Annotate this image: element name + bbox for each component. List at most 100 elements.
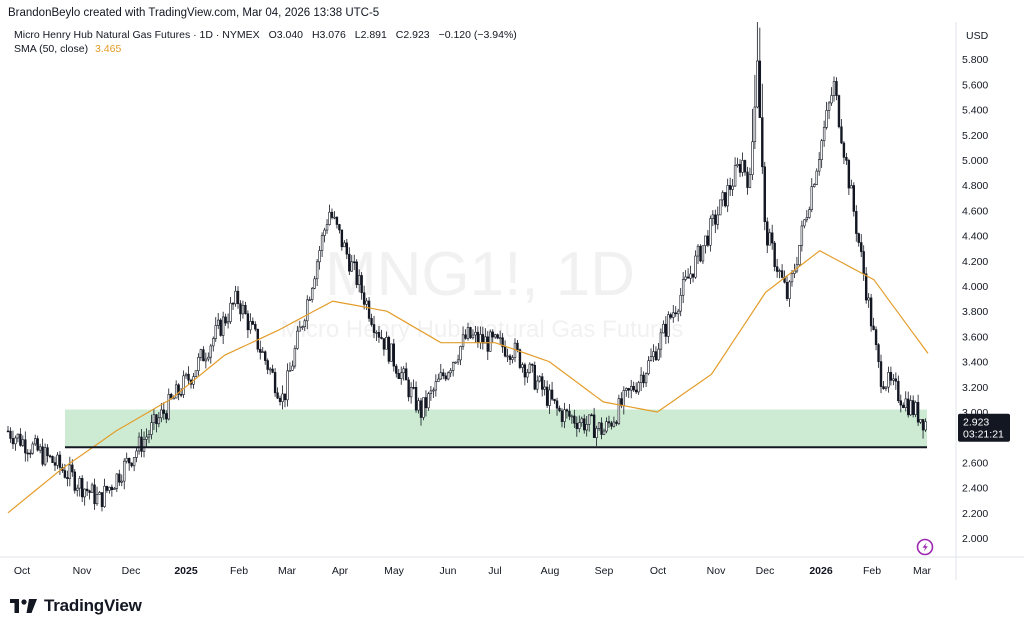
time-tick-label: Dec: [122, 565, 141, 577]
candle-body: [785, 282, 789, 299]
candle: [103, 478, 106, 508]
candle: [345, 238, 349, 260]
candle: [88, 489, 91, 500]
candle-body: [132, 457, 136, 467]
candle: [157, 412, 161, 428]
candle: [348, 247, 351, 275]
candle: [385, 331, 388, 350]
candle: [249, 313, 252, 334]
candle-body: [506, 355, 509, 358]
candle-body: [560, 410, 564, 422]
price-tick-label: 5.200: [962, 130, 988, 142]
time-axis[interactable]: Oct Nov Dec 2025 Feb Mar Apr May Jun Jul Aug Sep Oct…: [14, 565, 932, 577]
candle-body: [479, 334, 482, 344]
candle-body: [595, 428, 598, 438]
candle: [325, 219, 329, 234]
tradingview-logo[interactable]: TradingView: [10, 596, 142, 616]
candlestick-series: [6, 22, 927, 512]
candle-body: [491, 331, 494, 338]
candle: [187, 366, 190, 386]
candle-body: [31, 443, 34, 454]
candle: [380, 329, 383, 340]
candle-body: [36, 438, 39, 451]
candle-body: [110, 486, 114, 490]
candle: [343, 240, 346, 248]
symbol-legend[interactable]: Micro Henry Hub Natural Gas Futures · 1D…: [14, 29, 517, 41]
candle: [194, 370, 198, 378]
candle-body: [726, 185, 729, 207]
candle: [825, 101, 828, 130]
candle: [874, 326, 878, 351]
candle: [518, 348, 522, 370]
candle: [41, 438, 44, 467]
time-tick-label: Mar: [913, 565, 932, 577]
candle-body: [293, 348, 297, 367]
candle-body: [162, 409, 166, 414]
candle-body: [234, 290, 237, 305]
candle-body: [320, 235, 324, 251]
candle-body: [518, 349, 522, 368]
candle-body: [90, 484, 94, 493]
candle: [775, 258, 779, 278]
candle: [489, 329, 492, 352]
candle: [664, 316, 668, 345]
sma-legend[interactable]: SMA (50, close) 3.465: [14, 43, 121, 55]
candle: [642, 371, 645, 388]
candle: [486, 331, 489, 360]
candle: [842, 141, 846, 165]
candle: [785, 275, 789, 302]
time-tick-label: Mar: [278, 565, 297, 577]
candle-body: [709, 218, 712, 246]
candle-body: [644, 373, 648, 384]
candle-body: [335, 216, 339, 225]
time-tick-label: 2026: [809, 565, 833, 577]
watermark-symbol: MNG1!, 1D: [325, 240, 635, 309]
price-axis[interactable]: 2.0002.2002.4002.6003.0003.2003.4003.600…: [962, 54, 988, 545]
candle: [696, 244, 700, 265]
candle-body: [568, 410, 571, 417]
candle: [377, 325, 381, 343]
candle-body: [583, 418, 586, 431]
candle: [217, 312, 220, 330]
candle-body: [578, 422, 581, 429]
candle: [110, 484, 114, 497]
candle: [840, 119, 843, 145]
candle: [95, 486, 99, 506]
candle-body: [328, 211, 331, 225]
candle-body: [323, 229, 326, 236]
currency-label[interactable]: USD: [966, 30, 989, 42]
candle-body: [160, 409, 163, 419]
candle-body: [476, 331, 480, 344]
tradingview-logo-icon: [10, 599, 37, 613]
candle-body: [864, 273, 868, 301]
candle-body: [360, 275, 363, 294]
candle: [751, 108, 754, 180]
price-chart[interactable]: MNG1!, 1D Micro Henry Hub Natural Gas Fu…: [0, 22, 1024, 580]
candle-body: [842, 142, 846, 158]
candle: [731, 178, 734, 197]
candle: [600, 417, 603, 440]
candle-body: [815, 170, 818, 185]
candle-body: [53, 462, 57, 466]
candle: [48, 454, 52, 459]
candle: [29, 449, 32, 459]
candle-body: [531, 363, 534, 366]
candle: [142, 431, 146, 458]
time-tick-label: Nov: [73, 565, 92, 577]
candle: [372, 315, 376, 339]
candle-body: [852, 185, 856, 212]
candle-body: [508, 355, 512, 360]
candle: [864, 267, 868, 304]
candle-body: [402, 368, 405, 374]
candle-body: [48, 455, 52, 458]
candle: [432, 387, 435, 399]
candle: [612, 416, 616, 428]
alert-icon[interactable]: [916, 538, 934, 556]
candle-body: [763, 166, 766, 223]
candle-body: [264, 351, 267, 361]
candle-body: [860, 242, 863, 252]
candle: [565, 408, 569, 419]
candle-body: [496, 334, 499, 339]
candle: [150, 414, 153, 440]
candle-body: [197, 357, 200, 372]
